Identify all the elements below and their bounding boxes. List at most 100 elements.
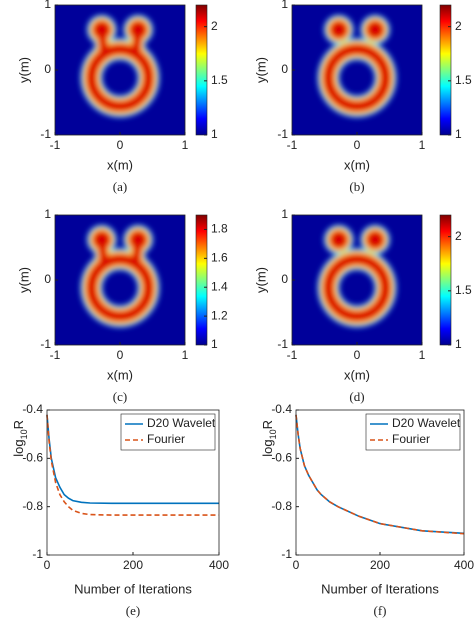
y-tick-label: 1 [44, 0, 51, 11]
y-axis-label: log10R [260, 420, 278, 457]
y-tick-label: -0.8 [271, 499, 292, 513]
colorbar [195, 4, 208, 136]
y-axis-label-part: 10 [19, 429, 29, 439]
caption: (c) [113, 389, 127, 404]
heat-ring [324, 255, 390, 321]
heatmap-image [80, 224, 160, 328]
x-tick-label: 0 [354, 138, 361, 152]
x-axis-label: Number of Iterations [321, 581, 439, 596]
x-tick-label: -1 [287, 138, 298, 152]
colorbar-tick-label: 1 [455, 127, 462, 141]
heat-ring [87, 45, 153, 111]
series-line [46, 414, 219, 505]
y-tick-label: -1 [277, 337, 288, 351]
x-tick-label: 1 [182, 348, 189, 362]
heat-stem [98, 239, 107, 261]
x-tick-label: 200 [370, 558, 390, 572]
colorbar-tick-label: 1.2 [211, 308, 228, 322]
y-axis-label: y(m) [253, 57, 268, 83]
heatmap-image [317, 14, 397, 118]
heat-ring [87, 255, 153, 321]
y-tick-label: 1 [44, 207, 51, 221]
caption: (f) [374, 603, 387, 618]
axes-frame [291, 4, 423, 136]
y-tick-label: -0.6 [271, 451, 292, 465]
y-tick-label: -1 [277, 127, 288, 141]
y-tick-label: -0.8 [22, 499, 43, 513]
colorbar-tick-label: 1 [211, 127, 218, 141]
colorbar-tick-label: 2 [455, 229, 462, 243]
colorbar-tick-label: 1 [455, 337, 462, 351]
heat-ear [367, 231, 384, 248]
x-tick-label: -1 [287, 348, 298, 362]
x-tick-label: 0 [354, 348, 361, 362]
axes-frame [46, 409, 220, 556]
y-tick-label: -0.4 [22, 402, 43, 416]
colorbar-tick-label: 1 [211, 337, 218, 351]
y-axis-label: y(m) [16, 57, 31, 83]
y-tick-label: 0 [281, 272, 288, 286]
y-axis-label: log10R [11, 420, 29, 457]
legend-label: D20 Wavelet [392, 416, 461, 430]
y-axis-label: y(m) [253, 267, 268, 293]
y-axis-label-part: R [11, 420, 26, 429]
x-tick-label: 1 [419, 348, 426, 362]
caption: (e) [126, 603, 140, 618]
colorbar-tick-label: 1.5 [455, 73, 472, 87]
x-tick-label: 0 [44, 558, 51, 572]
x-tick-label: 0 [117, 138, 124, 152]
caption: (d) [349, 389, 364, 404]
y-axis-label-part: 10 [268, 429, 278, 439]
y-tick-label: -1 [40, 337, 51, 351]
series-line [46, 414, 219, 516]
x-tick-label: 0 [117, 348, 124, 362]
y-tick-label: -0.6 [22, 451, 43, 465]
legend-label: Fourier [392, 432, 430, 446]
axes-frame [295, 409, 465, 556]
colorbar [195, 214, 208, 346]
heat-ear [331, 21, 347, 38]
x-tick-label: 200 [123, 558, 143, 572]
colorbar [439, 214, 452, 346]
y-tick-label: -1 [32, 547, 43, 561]
y-axis-label-part: log [11, 439, 26, 456]
y-axis-label-part: log [260, 439, 275, 456]
y-tick-label: -1 [40, 127, 51, 141]
colorbar-tick-label: 1.5 [211, 73, 228, 87]
y-tick-label: 1 [281, 0, 288, 11]
y-tick-label: -0.4 [271, 402, 292, 416]
y-tick-label: 0 [44, 272, 51, 286]
legend-label: D20 Wavelet [147, 416, 216, 430]
y-tick-label: 0 [281, 62, 288, 76]
heat-stem [98, 29, 107, 51]
x-tick-label: 1 [182, 138, 189, 152]
heatmap-image [317, 224, 397, 328]
heat-stem [133, 239, 142, 261]
x-axis-label: Number of Iterations [74, 581, 192, 596]
colorbar-tick-label: 1.5 [455, 283, 472, 297]
heat-ring [324, 45, 390, 111]
x-axis-label: x(m) [107, 157, 133, 172]
colorbar-tick-label: 1.8 [211, 222, 228, 236]
colorbar-tick-label: 1.6 [211, 251, 228, 265]
axes-frame [291, 214, 423, 346]
heat-stem [133, 29, 142, 51]
caption: (a) [113, 179, 127, 194]
x-tick-label: 0 [293, 558, 300, 572]
colorbar-tick-label: 1.4 [211, 279, 228, 293]
axes-frame [54, 4, 186, 136]
y-tick-label: 1 [281, 207, 288, 221]
heat-ear [367, 21, 384, 38]
caption: (b) [349, 179, 364, 194]
colorbar-tick-label: 2 [455, 19, 462, 33]
y-axis-label: y(m) [16, 267, 31, 293]
legend-box [365, 413, 461, 451]
y-tick-label: -1 [281, 547, 292, 561]
x-tick-label: -1 [50, 348, 61, 362]
y-tick-label: 0 [44, 62, 51, 76]
y-axis-label-part: R [260, 420, 275, 429]
x-axis-label: x(m) [107, 367, 133, 382]
colorbar [439, 4, 452, 136]
x-tick-label: 400 [454, 558, 474, 572]
